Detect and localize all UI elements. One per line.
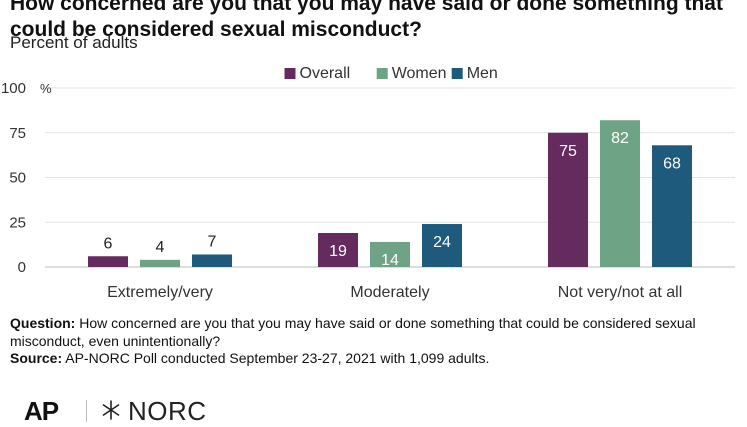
chart-title: How concerned are you that you may have … — [10, 0, 723, 43]
data-label: 82 — [611, 130, 629, 147]
bar — [318, 232, 358, 267]
data-label: 6 — [104, 235, 113, 252]
legend-label: Men — [467, 65, 498, 82]
bar — [192, 254, 232, 267]
question-text: How concerned are you that you may have … — [10, 315, 696, 349]
chart-title-line-2: could be considered sexual misconduct? — [10, 18, 422, 41]
question-note: Question: How concerned are you that you… — [10, 315, 740, 350]
question-label: Question: — [10, 315, 76, 331]
x-tick-label: Extremely/very — [107, 284, 213, 301]
bar — [370, 241, 410, 267]
data-label: 75 — [559, 143, 577, 160]
x-tick-label: Not very/not at all — [558, 284, 683, 301]
y-unit-label: % — [40, 81, 52, 96]
ap-logo: AP — [24, 396, 59, 426]
data-label: 68 — [663, 155, 681, 172]
bar — [548, 132, 588, 267]
chart-subtitle: Percent of adults — [10, 33, 138, 52]
norc-logo-text: NORC — [128, 396, 207, 426]
legend-label: Women — [392, 65, 447, 82]
chart-title-line-1: How concerned are you that you may have … — [10, 0, 723, 15]
bar-chart: 0 25 50 75 100 % 6 4 7 Extremely/very 19 14 24 Modera… — [1, 65, 735, 301]
bar — [600, 120, 640, 267]
y-tick-label: 0 — [18, 259, 26, 276]
legend-swatch — [284, 68, 296, 79]
source-text: AP-NORC Poll conducted September 23-27, … — [65, 350, 490, 366]
norc-star-icon — [102, 400, 120, 420]
source-label: Source: — [10, 350, 63, 366]
data-label: 24 — [433, 234, 451, 251]
logo-divider — [86, 400, 87, 422]
chart-notes: Question: How concerned are you that you… — [10, 315, 740, 368]
data-label: 19 — [329, 243, 347, 260]
data-label: 7 — [208, 233, 217, 250]
y-tick-label: 75 — [9, 125, 26, 142]
x-tick-label: Moderately — [350, 284, 429, 301]
y-tick-label: 100 — [1, 80, 26, 97]
y-tick-label: 25 — [9, 214, 26, 231]
legend-label: Overall — [300, 65, 351, 82]
bar — [140, 259, 180, 267]
y-tick-label: 50 — [9, 170, 26, 187]
data-label: 4 — [156, 239, 165, 256]
legend-swatch — [376, 68, 388, 79]
bar — [422, 224, 462, 267]
bar — [88, 256, 128, 267]
legend-swatch — [451, 68, 463, 79]
source-note: Source: AP-NORC Poll conducted September… — [10, 350, 740, 368]
data-label: 14 — [381, 252, 399, 269]
bar — [652, 145, 692, 267]
